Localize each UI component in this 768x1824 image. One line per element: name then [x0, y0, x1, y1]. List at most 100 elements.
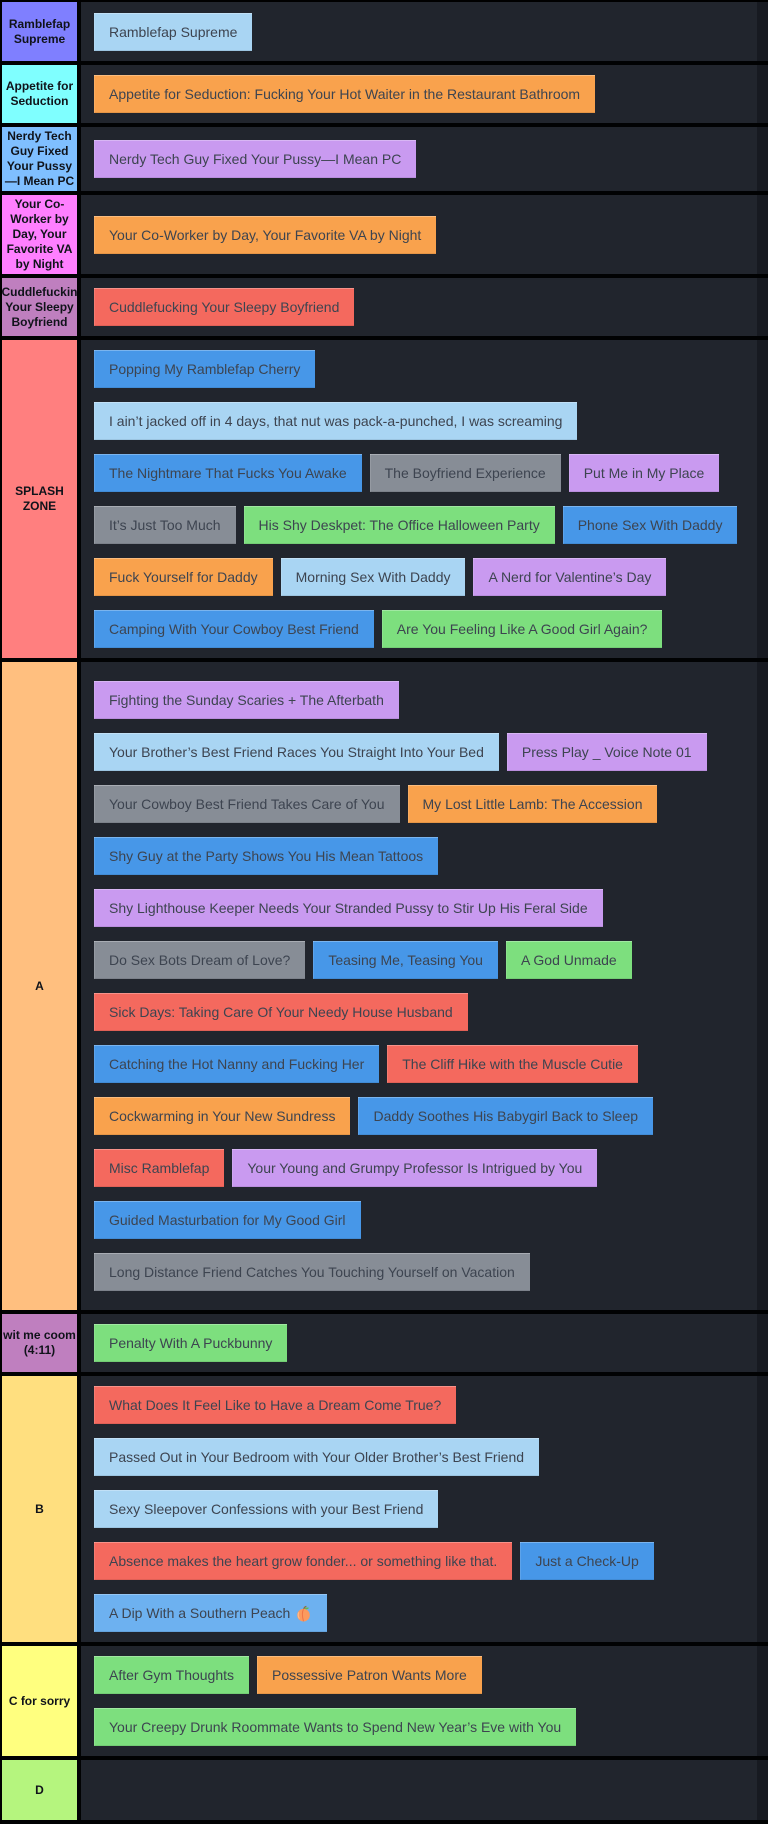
tier-item-label: The Nightmare That Fucks You Awake: [109, 465, 347, 481]
tier-item[interactable]: Your Creepy Drunk Roommate Wants to Spen…: [94, 1708, 577, 1746]
tier-item[interactable]: The Cliff Hike with the Muscle Cutie: [387, 1045, 638, 1083]
item-row: Penalty With A Puckbunny: [94, 1324, 749, 1362]
tier-item[interactable]: Camping With Your Cowboy Best Friend: [94, 610, 374, 648]
tier-item[interactable]: My Lost Little Lamb: The Accession: [407, 785, 658, 823]
tier-item[interactable]: Daddy Soothes His Babygirl Back to Sleep: [358, 1097, 654, 1135]
tier-item[interactable]: Absence makes the heart grow fonder... o…: [94, 1542, 513, 1580]
tier-items-area: Ramblefap Supreme: [77, 2, 768, 61]
tier-items-area: Appetite for Seduction: Fucking Your Hot…: [77, 65, 768, 123]
tier-items-area: Your Co-Worker by Day, Your Favorite VA …: [77, 195, 768, 274]
tier-item[interactable]: Sexy Sleepover Confessions with your Bes…: [94, 1490, 439, 1528]
tier-item[interactable]: Penalty With A Puckbunny: [94, 1324, 288, 1362]
tier-item[interactable]: Phone Sex With Daddy: [562, 506, 738, 544]
tier-item-label: Teasing Me, Teasing You: [328, 952, 483, 968]
tier-item[interactable]: Fuck Yourself for Daddy: [94, 558, 273, 596]
tier-row: Cuddlefuckin Your Sleepy Boyfriend Cuddle…: [2, 278, 768, 340]
tier-item-label: Catching the Hot Nanny and Fucking Her: [109, 1056, 365, 1072]
tier-item[interactable]: Catching the Hot Nanny and Fucking Her: [94, 1045, 380, 1083]
tier-item[interactable]: Fighting the Sunday Scaries + The Afterb…: [94, 681, 399, 719]
tier-item[interactable]: Appetite for Seduction: Fucking Your Hot…: [94, 75, 596, 113]
tier-items-area: Penalty With A Puckbunny: [77, 1314, 768, 1372]
tier-item[interactable]: Shy Guy at the Party Shows You His Mean …: [94, 837, 439, 875]
tier-item[interactable]: A God Unmade: [505, 941, 632, 979]
tier-item[interactable]: Nerdy Tech Guy Fixed Your Pussy—I Mean P…: [94, 140, 417, 178]
tier-item-label: Shy Guy at the Party Shows You His Mean …: [109, 848, 424, 864]
item-row: Nerdy Tech Guy Fixed Your Pussy—I Mean P…: [94, 140, 749, 178]
tier-label: D: [2, 1760, 77, 1820]
tier-item[interactable]: Morning Sex With Daddy: [280, 558, 466, 596]
tier-item[interactable]: Your Co-Worker by Day, Your Favorite VA …: [94, 215, 437, 254]
tier-item-label: Camping With Your Cowboy Best Friend: [109, 621, 359, 637]
item-row: Fuck Yourself for Daddy Morning Sex With …: [94, 558, 749, 596]
tier-label: Ramblefap Supreme: [2, 2, 77, 61]
tier-item[interactable]: Guided Masturbation for My Good Girl: [94, 1201, 361, 1239]
tier-item-label: Just a Check-Up: [535, 1553, 639, 1569]
item-row: Cuddlefucking Your Sleepy Boyfriend: [94, 288, 749, 326]
tier-item[interactable]: Just a Check-Up: [520, 1542, 654, 1580]
tier-item[interactable]: A Dip With a Southern Peach: [94, 1594, 328, 1632]
tier-item-label: Fighting the Sunday Scaries + The Afterb…: [109, 692, 384, 708]
tier-item[interactable]: A Nerd for Valentine’s Day: [473, 558, 667, 596]
tier-item-label: Appetite for Seduction: Fucking Your Hot…: [109, 86, 581, 102]
item-row: What Does It Feel Like to Have a Dream C…: [94, 1386, 749, 1424]
tier-item[interactable]: Popping My Ramblefap Cherry: [94, 350, 316, 388]
item-row: Popping My Ramblefap Cherry: [94, 350, 749, 388]
tier-item[interactable]: Teasing Me, Teasing You: [313, 941, 498, 979]
tier-item[interactable]: Ramblefap Supreme: [94, 12, 253, 51]
tier-items-area: Fighting the Sunday Scaries + The Afterb…: [77, 662, 768, 1310]
tier-item[interactable]: After Gym Thoughts: [94, 1656, 250, 1694]
tier-item-label: A Nerd for Valentine’s Day: [488, 569, 652, 585]
tier-item[interactable]: Cuddlefucking Your Sleepy Boyfriend: [94, 288, 355, 326]
tier-item[interactable]: Cockwarming in Your New Sundress: [94, 1097, 351, 1135]
tier-item-label: The Cliff Hike with the Muscle Cutie: [402, 1056, 623, 1072]
tier-item[interactable]: I ain’t jacked off in 4 days, that nut w…: [94, 402, 578, 440]
tier-item-label: It’s Just Too Much: [109, 517, 221, 533]
tier-label: Cuddlefuckin Your Sleepy Boyfriend: [2, 278, 77, 336]
tier-item[interactable]: What Does It Feel Like to Have a Dream C…: [94, 1386, 457, 1424]
tier-items-area: What Does It Feel Like to Have a Dream C…: [77, 1376, 768, 1642]
tier-item[interactable]: Passed Out in Your Bedroom with Your Old…: [94, 1438, 540, 1476]
tier-item-label: Long Distance Friend Catches You Touchin…: [109, 1264, 515, 1280]
item-row: I ain’t jacked off in 4 days, that nut w…: [94, 402, 749, 440]
tier-item[interactable]: Your Cowboy Best Friend Takes Care of Yo…: [94, 785, 400, 823]
tier-item[interactable]: Shy Lighthouse Keeper Needs Your Strande…: [94, 889, 603, 927]
tier-label: SPLASH ZONE: [2, 340, 77, 658]
tier-item-label: Put Me in My Place: [583, 465, 705, 481]
tier-item[interactable]: The Boyfriend Experience: [369, 454, 561, 492]
item-row: Your Co-Worker by Day, Your Favorite VA …: [94, 215, 749, 254]
tier-item-label: Penalty With A Puckbunny: [109, 1335, 273, 1351]
item-row: Appetite for Seduction: Fucking Your Hot…: [94, 75, 749, 113]
tier-item[interactable]: Your Brother’s Best Friend Races You Str…: [94, 733, 499, 771]
peach-emoji: [297, 1605, 311, 1621]
tier-item[interactable]: Do Sex Bots Dream of Love?: [94, 941, 306, 979]
tier-item-label: Daddy Soothes His Babygirl Back to Sleep: [373, 1108, 639, 1124]
item-row: Shy Lighthouse Keeper Needs Your Strande…: [94, 889, 749, 927]
tier-item[interactable]: Sick Days: Taking Care Of Your Needy Hou…: [94, 993, 468, 1031]
item-row: Catching the Hot Nanny and Fucking Her Th…: [94, 1045, 749, 1083]
tier-item[interactable]: Possessive Patron Wants More: [257, 1656, 482, 1694]
tier-item-label: I ain’t jacked off in 4 days, that nut w…: [109, 413, 563, 429]
tier-item[interactable]: It’s Just Too Much: [94, 506, 236, 544]
tier-item[interactable]: His Shy Deskpet: The Office Halloween Pa…: [243, 506, 555, 544]
tier-item[interactable]: Are You Feeling Like A Good Girl Again?: [381, 610, 663, 648]
tier-row: C for sorry After Gym Thoughts Possessive …: [2, 1646, 768, 1760]
tier-items-area: [77, 1760, 768, 1820]
tier-item[interactable]: Press Play _ Voice Note 01: [506, 733, 707, 771]
item-row: Misc Ramblefap Your Young and Grumpy Prof…: [94, 1149, 749, 1187]
tier-item[interactable]: Misc Ramblefap: [94, 1149, 225, 1187]
tier-item-label: The Boyfriend Experience: [384, 465, 546, 481]
tier-item-label: Ramblefap Supreme: [109, 23, 238, 40]
item-row: Fighting the Sunday Scaries + The Afterb…: [94, 681, 749, 719]
tier-item[interactable]: The Nightmare That Fucks You Awake: [94, 454, 362, 492]
tier-item-label: Guided Masturbation for My Good Girl: [109, 1212, 346, 1228]
item-row: Camping With Your Cowboy Best Friend Are …: [94, 610, 749, 648]
tier-item[interactable]: Your Young and Grumpy Professor Is Intri…: [232, 1149, 598, 1187]
item-row: Sexy Sleepover Confessions with your Bes…: [94, 1490, 749, 1528]
item-row: Absence makes the heart grow fonder... o…: [94, 1542, 749, 1580]
tier-item[interactable]: Long Distance Friend Catches You Touchin…: [94, 1253, 530, 1291]
tier-item[interactable]: Put Me in My Place: [568, 454, 720, 492]
item-row: Sick Days: Taking Care Of Your Needy Hou…: [94, 993, 749, 1031]
tier-item-label: Cockwarming in Your New Sundress: [109, 1108, 336, 1124]
tier-item-label: Do Sex Bots Dream of Love?: [109, 952, 291, 968]
